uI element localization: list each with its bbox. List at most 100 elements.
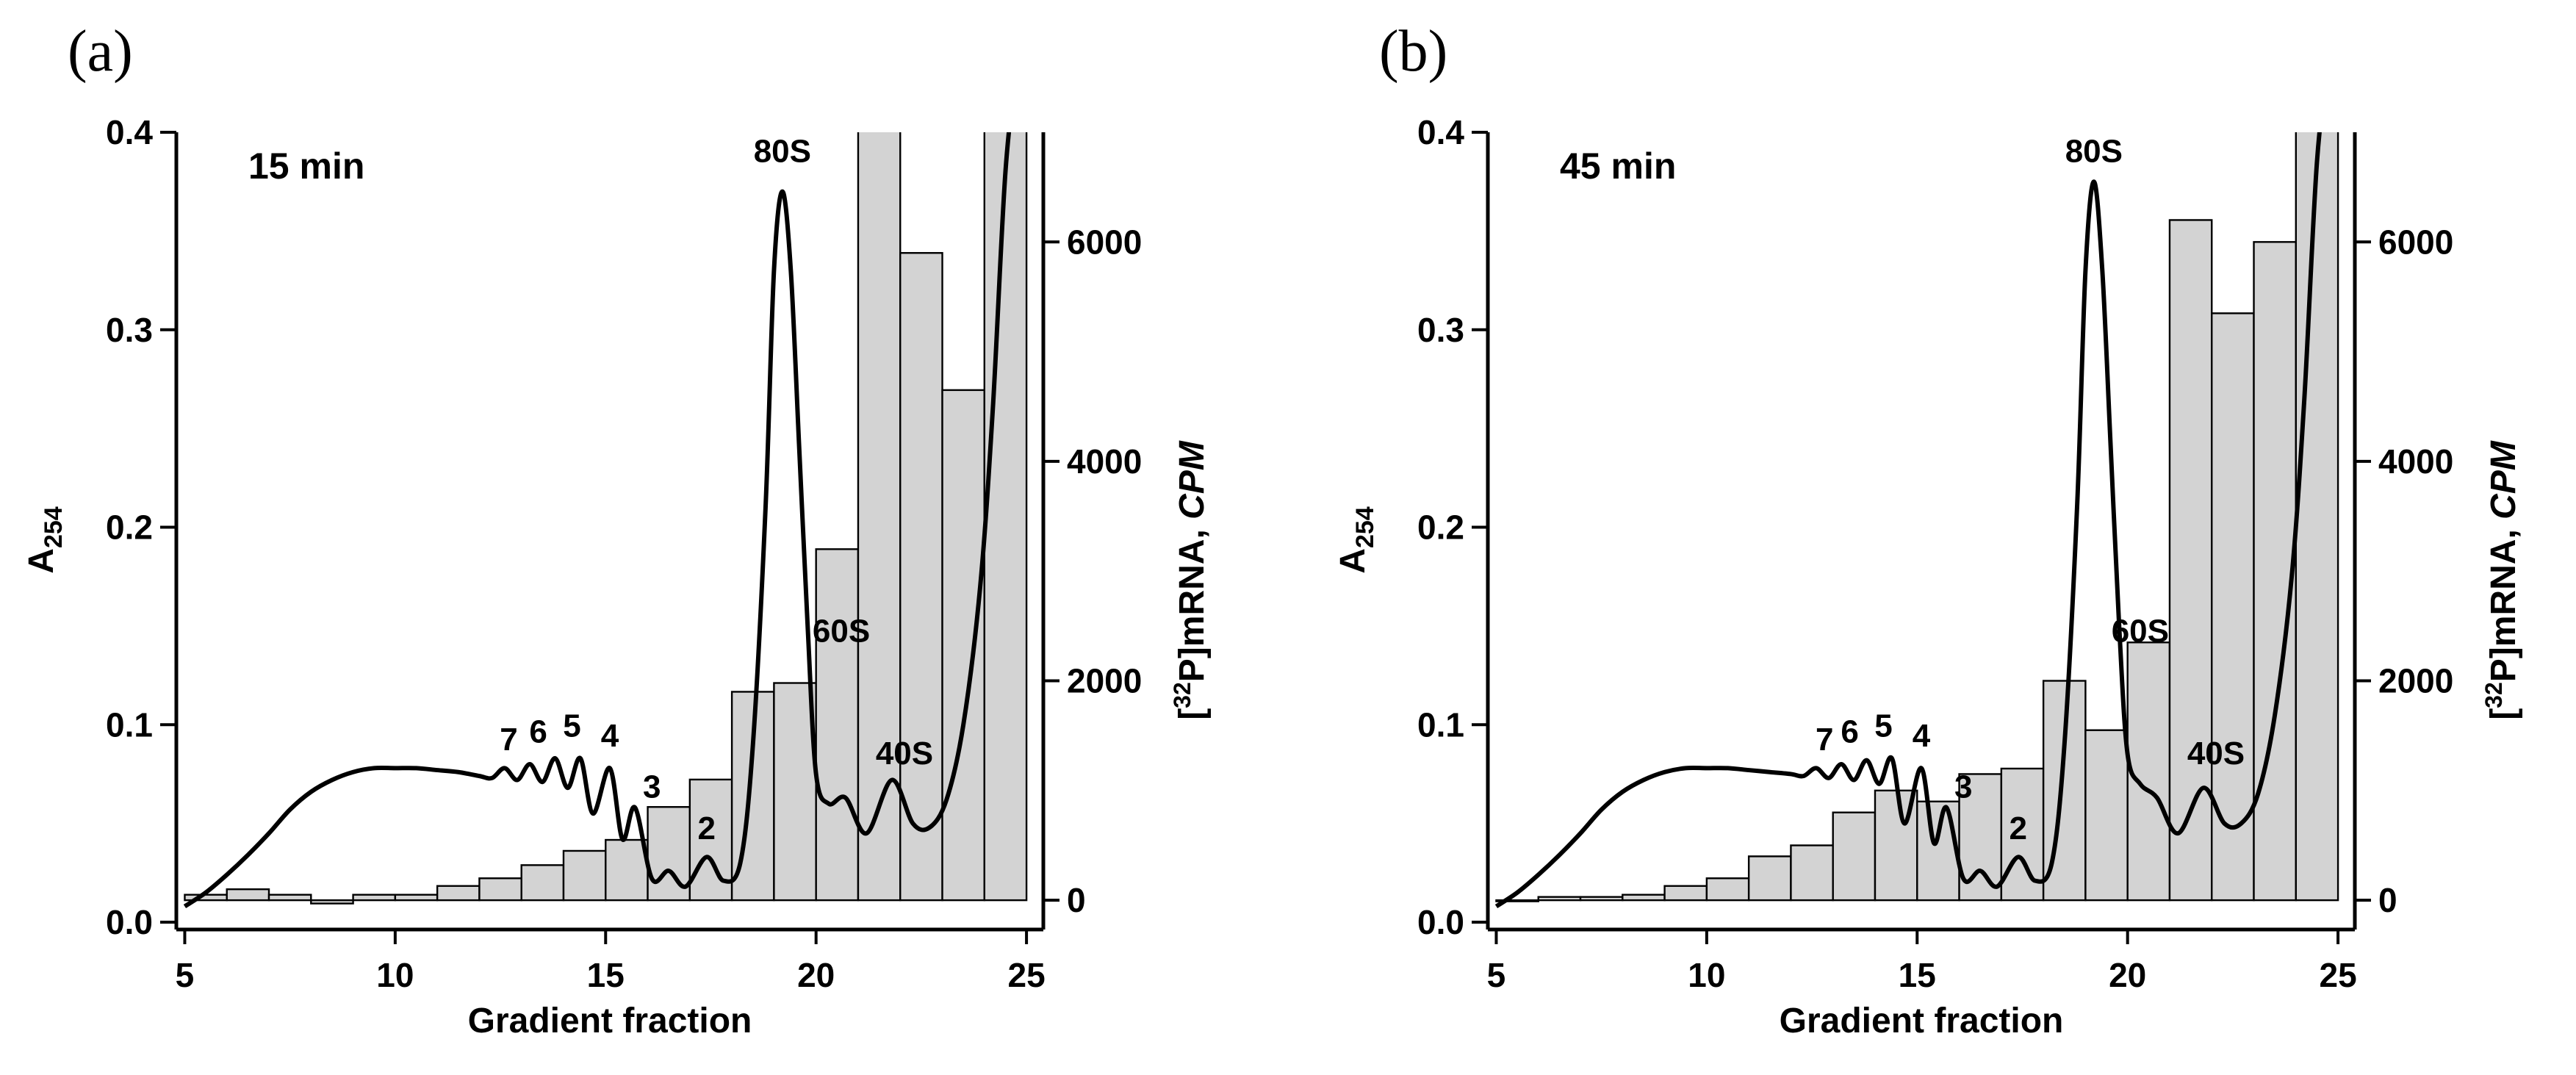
bar (520, 864, 565, 902)
y-left-axis-label: A254 (1334, 506, 1379, 573)
x-tick-label: 5 (1487, 956, 1506, 994)
bar (2168, 219, 2213, 902)
peak-annotation: 6 (529, 713, 547, 749)
time-label: 45 min (1560, 145, 1676, 187)
peak-annotation: 60S (813, 613, 870, 649)
peak-annotation: 80S (754, 133, 811, 169)
bar (436, 885, 481, 902)
x-tick-label: 5 (176, 956, 195, 994)
bar (2253, 241, 2298, 902)
y-left-tick-label: 0.2 (106, 508, 153, 547)
peak-annotation: 2 (2010, 810, 2027, 846)
y-left-tick-label: 0.1 (106, 705, 153, 744)
peak-annotation: 60S (2112, 613, 2169, 649)
x-tick-label: 15 (1899, 956, 1936, 994)
bar (1916, 800, 1960, 902)
y-left-axis-label: A254 (22, 506, 68, 573)
y-right-axis-label-italic: CPM (1173, 440, 1212, 519)
y-left-tick-label: 0.3 (106, 311, 153, 349)
x-axis-label: Gradient fraction (468, 1002, 752, 1040)
peak-annotation: 5 (563, 708, 580, 744)
bar (1832, 811, 1877, 902)
y-right-axis-label-italic: CPM (2484, 440, 2523, 519)
y-left-tick-label: 0.4 (1417, 113, 1464, 151)
time-label: 15 min (248, 145, 364, 187)
bar (226, 888, 270, 902)
bar (562, 849, 607, 902)
bar (983, 132, 1028, 902)
y-right-tick-label: 6000 (2378, 223, 2453, 261)
y-right-tick-label: 6000 (1067, 223, 1142, 261)
bar (815, 548, 860, 902)
y-right-tick-label: 4000 (2378, 442, 2453, 481)
x-axis-label: Gradient fraction (1780, 1002, 2064, 1040)
peak-annotation: 3 (643, 769, 661, 805)
bar (2211, 312, 2255, 902)
bar (184, 894, 228, 902)
x-tick-label: 15 (587, 956, 625, 994)
x-tick-label: 10 (376, 956, 414, 994)
peak-annotation: 7 (1816, 722, 1833, 758)
y-right-axis-label: [32P]mRNA, CPM (2480, 440, 2523, 720)
x-tick-label: 25 (2320, 956, 2357, 994)
x-tick-label: 25 (1008, 956, 1046, 994)
y-left-axis-label-main: A (1334, 548, 1372, 574)
peak-annotation: 2 (698, 810, 716, 846)
bar (2295, 132, 2339, 902)
bar (267, 894, 312, 902)
y-left-tick-label: 0.4 (106, 113, 153, 151)
peak-annotation: 40S (876, 736, 933, 772)
chart-panel-b: 5 10 15 20 250.00.10.20.30.40200040006000(b)… (1334, 19, 2523, 1040)
bar (2084, 729, 2129, 902)
bar (394, 894, 439, 902)
y-right-axis-label-pre: [ (2484, 708, 2523, 720)
bar-series (1495, 132, 2339, 902)
x-tick-label: 10 (1688, 956, 1725, 994)
bar (941, 389, 986, 902)
y-left-axis-label-sub: 254 (1351, 506, 1379, 548)
y-left-axis-label-sub: 254 (40, 506, 68, 548)
y-right-axis-label: [32P]mRNA, CPM (1169, 440, 1212, 720)
y-right-tick-label: 4000 (1067, 442, 1142, 481)
bar (1790, 844, 1834, 902)
bar (478, 877, 522, 902)
bar (1579, 896, 1624, 902)
bar (2126, 641, 2171, 902)
y-left-tick-label: 0.0 (106, 903, 153, 941)
y-right-tick-label: 2000 (2378, 662, 2453, 700)
y-left-tick-label: 0.3 (1417, 311, 1464, 349)
bar (1537, 896, 1582, 902)
y-right-tick-label: 0 (2378, 881, 2397, 919)
absorbance-curve (1494, 132, 2322, 909)
y-right-axis-label-pre: [ (1173, 708, 1212, 720)
bar (1705, 877, 1750, 902)
peak-annotation: 6 (1841, 713, 1858, 749)
peak-annotation: 3 (1954, 769, 1972, 805)
bar (352, 894, 397, 902)
x-tick-label: 20 (797, 956, 835, 994)
chart-panel-a: 5 10 15 20 250.00.10.20.30.40200040006000(a)… (22, 19, 1212, 1040)
bar (1622, 894, 1666, 902)
bar (605, 838, 649, 902)
y-left-tick-label: 0.2 (1417, 508, 1464, 547)
absorbance-curve (183, 132, 1012, 909)
y-right-axis-label-sup: 32 (1169, 682, 1195, 708)
peak-annotation: 7 (500, 722, 517, 758)
peak-annotation: 5 (1874, 708, 1892, 744)
y-right-tick-label: 0 (1067, 881, 1086, 919)
peak-annotation: 80S (2065, 133, 2123, 169)
bar (857, 132, 902, 902)
y-left-tick-label: 0.0 (1417, 903, 1464, 941)
y-left-axis-label-main: A (22, 548, 61, 574)
x-tick-label: 20 (2109, 956, 2146, 994)
panel-label: (b) (1379, 19, 1447, 84)
panel-label: (a) (68, 19, 133, 84)
bar (773, 682, 817, 902)
bar (1663, 885, 1708, 902)
bar (899, 252, 943, 902)
bar (310, 899, 354, 905)
y-right-tick-label: 2000 (1067, 662, 1142, 700)
y-right-axis-label-sup: 32 (2480, 682, 2507, 708)
y-left-tick-label: 0.1 (1417, 705, 1464, 744)
